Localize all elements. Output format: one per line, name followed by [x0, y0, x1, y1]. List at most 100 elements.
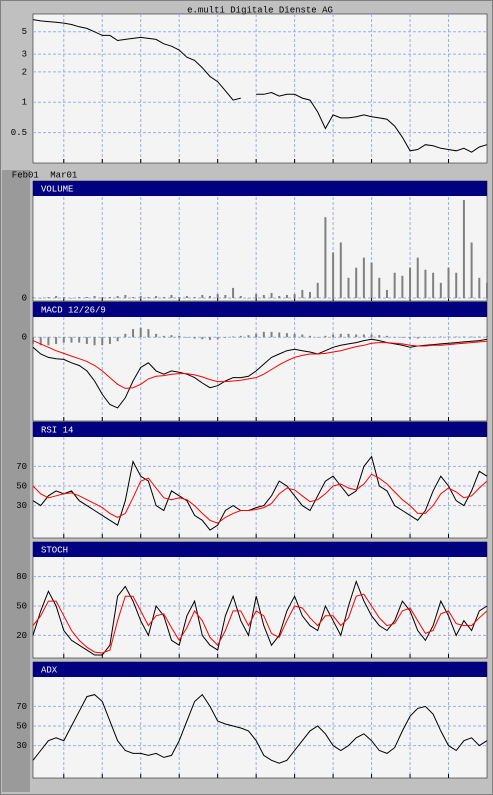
volume-bar	[101, 296, 104, 298]
volume-bar	[170, 294, 173, 298]
volume-bar	[309, 291, 312, 298]
histogram-bar	[208, 337, 211, 340]
histogram-bar	[478, 336, 481, 338]
volume-bar	[201, 294, 204, 298]
series-line	[32, 338, 488, 409]
volume-bar	[147, 296, 150, 298]
histogram-bar	[285, 333, 288, 338]
plot-area	[32, 301, 488, 422]
panel-title: RSI 14	[41, 425, 73, 435]
histogram-bar	[362, 334, 365, 338]
volume-bar	[116, 295, 119, 298]
histogram-bar	[324, 335, 327, 338]
volume-bar	[301, 289, 304, 298]
histogram-bar	[486, 335, 488, 338]
volume-bar	[316, 282, 319, 298]
series-line	[32, 473, 488, 524]
volume-bar	[332, 252, 335, 298]
volume-bar	[55, 295, 58, 298]
histogram-bar	[355, 334, 358, 338]
volume-bar	[393, 272, 396, 298]
histogram-bar	[155, 333, 158, 338]
volume-bar	[62, 296, 65, 298]
volume-bar	[47, 296, 50, 298]
series-line	[32, 579, 488, 656]
panel-header	[33, 542, 487, 557]
histogram-bar	[385, 335, 388, 338]
panel-header	[33, 422, 487, 437]
histogram-bar	[378, 335, 381, 338]
histogram-bar	[55, 337, 58, 344]
y-tick-label: 70	[16, 462, 27, 472]
y-tick-label: 50	[16, 721, 27, 731]
panel-title: STOCH	[41, 545, 68, 555]
volume-bar	[178, 296, 181, 298]
volume-bar	[155, 295, 158, 298]
panel-title: MACD 12/26/9	[41, 305, 106, 315]
histogram-bar	[162, 335, 165, 338]
volume-bar	[78, 296, 81, 298]
volume-bar	[424, 269, 427, 298]
histogram-bar	[347, 333, 350, 338]
x-tick-label: Feb01	[12, 170, 39, 180]
volume-bar	[216, 293, 219, 298]
y-tick-label: 5	[22, 27, 27, 37]
plot-area	[32, 421, 488, 539]
histogram-bar	[270, 331, 273, 338]
volume-bar	[93, 295, 96, 298]
histogram-bar	[416, 337, 419, 339]
volume-bar	[262, 294, 265, 298]
histogram-bar	[370, 334, 373, 338]
volume-bar	[224, 294, 227, 298]
panel-header	[33, 181, 487, 196]
histogram-bar	[178, 335, 181, 338]
volume-bar	[70, 298, 73, 299]
x-tick-label: Mar01	[50, 170, 77, 180]
panel-header	[33, 662, 487, 677]
series-line	[32, 455, 488, 531]
volume-bar	[416, 257, 419, 298]
y-tick-label: 1	[22, 98, 27, 108]
histogram-bar	[224, 337, 227, 338]
volume-bar	[378, 277, 381, 298]
y-tick-label: 2	[22, 67, 27, 77]
volume-bar	[85, 296, 88, 298]
histogram-bar	[239, 335, 242, 338]
y-tick-label: 0	[22, 293, 27, 303]
volume-bar	[32, 296, 34, 298]
histogram-bar	[93, 337, 96, 346]
volume-bar	[385, 289, 388, 298]
panel-title: ADX	[41, 665, 58, 675]
volume-bar	[185, 295, 188, 298]
histogram-bar	[85, 337, 88, 344]
histogram-bar	[278, 332, 281, 338]
histogram-bar	[339, 333, 342, 338]
volume-bar	[439, 282, 442, 298]
volume-bar	[162, 296, 165, 298]
histogram-bar	[309, 335, 312, 338]
series-line	[32, 593, 488, 654]
histogram-bar	[185, 337, 188, 338]
histogram-bar	[316, 337, 319, 338]
histogram-bar	[332, 334, 335, 338]
volume-bar	[478, 277, 481, 298]
y-tick-label: 30	[16, 501, 27, 511]
y-tick-label: 70	[16, 702, 27, 712]
histogram-bar	[401, 337, 404, 338]
volume-bar	[39, 298, 42, 299]
volume-bar	[470, 242, 473, 298]
volume-bar	[278, 295, 281, 298]
histogram-bar	[139, 327, 142, 338]
histogram-bar	[393, 337, 396, 338]
histogram-bar	[170, 335, 173, 338]
y-tick-label: 20	[16, 631, 27, 641]
volume-bar	[347, 277, 350, 298]
volume-bar	[355, 267, 358, 298]
histogram-bar	[32, 337, 34, 344]
plot-area	[32, 541, 488, 659]
histogram-bar	[101, 337, 104, 346]
volume-bar	[193, 296, 196, 298]
histogram-bar	[462, 336, 465, 338]
histogram-bar	[132, 329, 135, 338]
